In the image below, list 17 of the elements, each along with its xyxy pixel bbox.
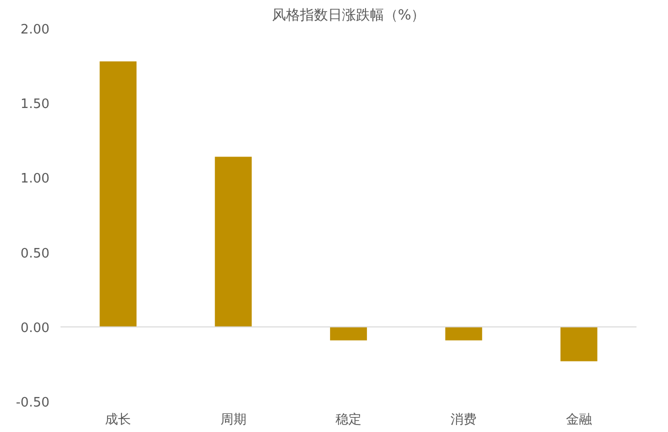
x-tick-label: 消费 (450, 412, 477, 428)
bar (445, 326, 482, 340)
y-tick-label: -0.50 (16, 396, 50, 410)
bar (214, 156, 252, 327)
x-tick-label: 周期 (220, 412, 246, 428)
y-tick-label: 1.50 (20, 97, 50, 112)
x-tick-label: 成长 (105, 412, 132, 428)
bar (560, 326, 598, 362)
y-tick-label: 0.50 (20, 246, 50, 262)
y-tick-label: 2.00 (20, 22, 50, 38)
chart-title: 风格指数日涨跌幅（%） (272, 8, 426, 24)
x-tick-label: 稳定 (336, 412, 362, 428)
bar (100, 61, 137, 327)
x-tick-label: 金融 (566, 412, 592, 428)
y-tick-label: 1.00 (20, 172, 50, 187)
y-tick-label: 0.00 (20, 320, 50, 336)
bar (330, 326, 367, 340)
